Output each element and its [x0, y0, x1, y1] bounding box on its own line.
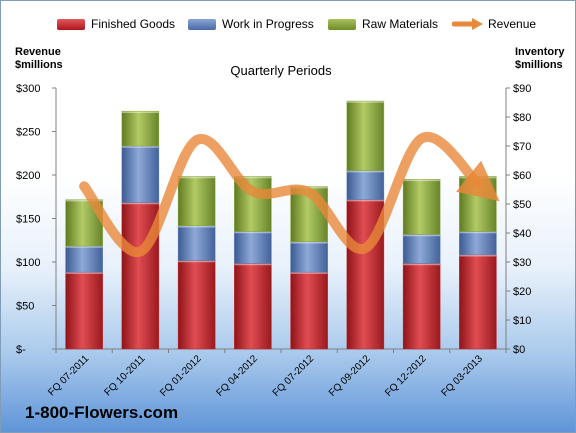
- revenue-point: [364, 247, 366, 249]
- revenue-point: [308, 191, 310, 193]
- left-tick-label: $100: [16, 257, 40, 269]
- right-tick-label: $0: [513, 344, 525, 356]
- revenue-point: [139, 251, 141, 253]
- bar-segment: [402, 179, 441, 235]
- bar-segment: [177, 225, 216, 261]
- legend-label: Raw Materials: [362, 17, 439, 31]
- right-tick-label: $50: [513, 199, 531, 211]
- legend-revenue: Revenue: [451, 15, 537, 33]
- right-axis-title-line2: $millions: [515, 59, 563, 71]
- revenue-arrow-icon: [451, 18, 484, 30]
- right-tick-label: $60: [513, 170, 531, 182]
- bar-segment: [121, 145, 160, 203]
- x-tick-label: FQ 01-2012: [158, 353, 204, 399]
- x-tick-label: FQ 07-2011: [46, 353, 91, 398]
- legend-finished-goods: Finished Goods: [57, 15, 175, 33]
- bar-segment: [234, 231, 272, 264]
- revenue-point: [477, 183, 479, 185]
- left-tick-label: $150: [16, 214, 40, 226]
- raw-materials-swatch: [328, 18, 356, 30]
- bar-segment: [459, 231, 497, 256]
- legend-label: Finished Goods: [91, 17, 176, 31]
- right-tick-label: $10: [513, 315, 531, 327]
- x-tick-label: FQ 03-2013: [439, 353, 485, 399]
- left-axis-title: Revenue $millions: [15, 46, 63, 72]
- left-tick-label: $200: [16, 170, 40, 182]
- right-tick-label: $40: [513, 228, 531, 240]
- bar-segment: [402, 234, 441, 264]
- brand-name: 1-800-Flowers.com: [25, 403, 179, 422]
- revenue-line: [79, 132, 500, 258]
- bar-segment: [459, 254, 497, 350]
- bar-segment: [290, 241, 328, 273]
- finished-goods-swatch: [57, 18, 85, 30]
- bar-segment: [234, 263, 272, 350]
- work-in-progress-swatch: [188, 18, 216, 30]
- revenue-point: [252, 191, 254, 193]
- left-axis-title-line1: Revenue: [15, 46, 61, 58]
- left-tick-label: $300: [16, 83, 40, 95]
- right-tick-label: $20: [513, 286, 531, 298]
- x-tick-label: FQ 09-2012: [327, 353, 373, 399]
- bar-segment: [121, 110, 160, 147]
- bar-segment: [290, 271, 328, 350]
- right-tick-label: $90: [513, 83, 531, 95]
- bar-segment: [346, 170, 385, 200]
- bar-segment: [402, 263, 441, 350]
- chart-title: Quarterly Periods: [230, 63, 332, 78]
- right-tick-label: $80: [513, 112, 531, 124]
- right-axis-title-line1: Inventory: [515, 46, 565, 58]
- x-tick-label: FQ 10-2011: [103, 353, 148, 398]
- x-tick-label: FQ 07-2012: [271, 353, 317, 399]
- x-tick-label: FQ 12-2012: [383, 353, 429, 399]
- revenue-point: [421, 137, 423, 139]
- right-tick-label: $70: [513, 141, 531, 153]
- left-tick-label: $-: [16, 344, 26, 356]
- left-tick-label: $250: [16, 127, 40, 139]
- bar-segment: [177, 176, 216, 226]
- legend-raw-materials: Raw Materials: [328, 15, 438, 33]
- bar-segment: [346, 100, 385, 171]
- legend-work-in-progress: Work in Progress: [188, 15, 314, 33]
- legend-label: Work in Progress: [222, 17, 314, 31]
- left-tick-label: $50: [16, 301, 34, 313]
- bar-segment: [65, 245, 103, 273]
- left-axis-title-line2: $millions: [15, 59, 63, 71]
- right-tick-label: $30: [513, 257, 531, 269]
- bar-segment: [177, 260, 216, 350]
- bar-segment: [65, 271, 103, 350]
- right-axis-title: Inventory $millions: [515, 46, 565, 72]
- revenue-point: [196, 139, 198, 141]
- revenue-point: [83, 185, 85, 187]
- x-tick-label: FQ 04-2012: [214, 353, 260, 399]
- legend-label: Revenue: [488, 17, 537, 31]
